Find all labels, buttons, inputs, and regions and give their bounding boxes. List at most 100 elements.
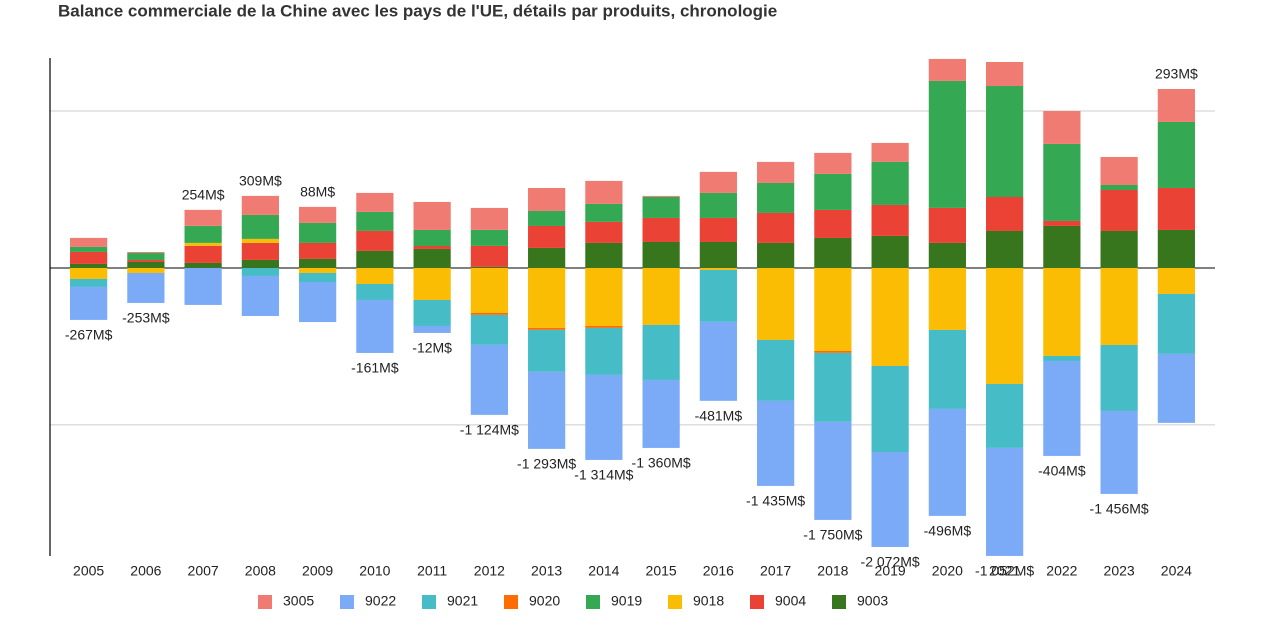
chart-title: Balance commerciale de la Chine avec les… <box>58 1 777 20</box>
bar-segment <box>1100 344 1138 411</box>
x-tick-label: 2018 <box>817 563 848 579</box>
bar-segment <box>356 283 394 300</box>
bar-segment <box>986 447 1024 556</box>
bar-segment <box>814 350 852 353</box>
bar-segment <box>814 209 852 238</box>
bar-segment <box>241 238 279 243</box>
bar-segment <box>127 272 165 303</box>
bar-segment <box>928 207 966 243</box>
legend-swatch <box>422 595 436 609</box>
x-tick-label: 2022 <box>1046 563 1077 579</box>
x-tick-label: 2005 <box>73 563 104 579</box>
bar-segment <box>70 263 108 268</box>
bar-segment <box>127 260 165 262</box>
bar-segment <box>70 286 108 320</box>
bar-segment <box>413 248 451 268</box>
bar-segment <box>814 152 852 174</box>
bar-segment <box>70 278 108 287</box>
bar-segment <box>470 245 508 267</box>
total-label: -404M$ <box>1038 463 1086 479</box>
legend-swatch <box>504 595 518 609</box>
bar-segment <box>528 371 566 449</box>
bar-segment <box>413 245 451 249</box>
bar-segment <box>184 245 222 263</box>
x-tick-label: 2011 <box>417 563 447 579</box>
total-label: -1 750M$ <box>803 527 862 543</box>
legend-swatch <box>750 595 764 609</box>
total-label: -1 360M$ <box>632 455 691 471</box>
bar-segment <box>585 327 623 375</box>
bar-segment <box>757 212 795 243</box>
bar-segment <box>814 237 852 268</box>
total-label: -1 293M$ <box>517 456 576 472</box>
legend-label: 3005 <box>283 593 314 609</box>
x-tick-label: 2017 <box>760 563 791 579</box>
bar-segment <box>413 201 451 230</box>
bar-segment <box>241 242 279 260</box>
total-label: -1 124M$ <box>460 422 519 438</box>
bar-segment <box>871 365 909 453</box>
bar-segment <box>1100 190 1138 231</box>
total-label: 88M$ <box>300 184 335 200</box>
legend-swatch <box>586 595 600 609</box>
bar-segment <box>928 329 966 409</box>
bar-segment <box>871 452 909 547</box>
bar-segment <box>70 237 108 247</box>
bar-segment <box>585 374 623 460</box>
bar-segment <box>70 267 108 279</box>
bar-segment <box>470 312 508 315</box>
bar-segment <box>127 252 165 254</box>
bar-segment <box>1043 143 1081 221</box>
bar-segment <box>928 80 966 208</box>
bar-segment <box>986 86 1024 198</box>
bar-segment <box>699 241 737 268</box>
bar-segment <box>184 267 222 305</box>
legend-label: 9018 <box>693 593 724 609</box>
x-tick-label: 2006 <box>130 563 161 579</box>
bar-segment <box>299 242 337 259</box>
bar-segment <box>1043 355 1081 361</box>
bar-segment <box>585 242 623 268</box>
legend-swatch <box>668 595 682 609</box>
bar-segment <box>1157 293 1195 354</box>
bar-segment <box>699 269 737 322</box>
bar-segment <box>184 225 222 243</box>
bar-segment <box>699 192 737 218</box>
bar-segment <box>585 325 623 328</box>
bar-segment <box>585 221 623 243</box>
bar-segment <box>986 62 1024 87</box>
bar-segment <box>528 327 566 330</box>
bar-segment <box>814 173 852 210</box>
x-tick-label: 2010 <box>359 563 390 579</box>
bar-segment <box>127 253 165 261</box>
bar-segment <box>1100 184 1138 191</box>
bar-segment <box>356 230 394 251</box>
bar-segment <box>814 421 852 520</box>
legend-label: 9021 <box>447 593 478 609</box>
bar-segment <box>1043 110 1081 144</box>
bar-segment <box>356 250 394 268</box>
bar-segment <box>356 267 394 284</box>
bar-segment <box>470 207 508 230</box>
bar-segment <box>757 182 795 213</box>
x-tick-label: 2020 <box>932 563 963 579</box>
legend-swatch <box>258 595 272 609</box>
bar-segment <box>699 267 737 270</box>
bar-segment <box>299 282 337 323</box>
legend-label: 9019 <box>611 593 642 609</box>
bar-segment <box>642 195 680 197</box>
bar-segment <box>871 161 909 205</box>
bar-segment <box>642 217 680 242</box>
bar-segment <box>1100 230 1138 268</box>
x-tick-label: 2013 <box>531 563 562 579</box>
bar-segment <box>699 171 737 193</box>
bar-segment <box>184 242 222 246</box>
bar-segment <box>757 339 795 401</box>
bar-segment <box>757 267 795 340</box>
bar-segment <box>470 267 508 313</box>
bar-segment <box>757 400 795 486</box>
bar-segment <box>699 217 737 242</box>
bar-segment <box>70 246 108 252</box>
bar-segment <box>642 324 680 380</box>
legend-swatch <box>832 595 846 609</box>
